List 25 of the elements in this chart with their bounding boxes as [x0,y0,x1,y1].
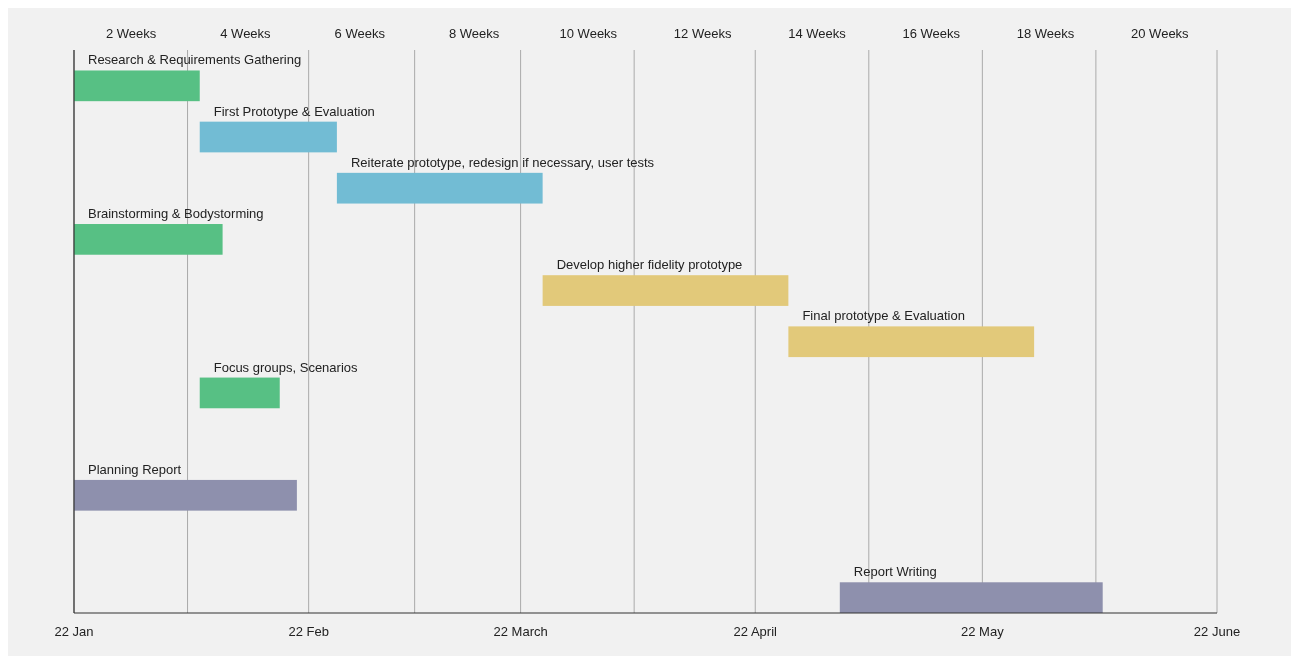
x-tick-label: 22 May [961,624,1005,639]
x2-tick-label: 18 Weeks [1016,26,1075,41]
x2-tick-label: 2 Weeks [105,26,157,41]
x-tick-label: 22 March [493,624,548,639]
y-tick-label: Reiterate prototype, redesign if necessary, user tests [350,154,655,170]
y-tick-label: Focus groups, Scenarios [213,359,359,375]
x2-tick-label: 4 Weeks [220,26,272,41]
x-tick-label: 22 June [1193,624,1241,639]
y-tick-label: Research & Requirements Gathering [88,52,302,68]
x2-tick-label: 16 Weeks [902,26,961,41]
x-tick-label: 22 Jan [54,624,94,639]
x2-tick-label: 10 Weeks [559,26,618,41]
x2-tick-label: 8 Weeks [448,26,500,41]
y-tick-label: Develop higher fidelity prototype [556,257,743,273]
x2-tick-label: 12 Weeks [673,26,732,41]
y-tick-label: Final prototype & Evaluation [802,308,965,324]
x2-tick-label: 14 Weeks [788,26,847,41]
x2-tick-label: 6 Weeks [334,26,386,41]
y-tick-label: Brainstorming & Bodystorming [88,206,264,222]
y-tick-label: First Prototype & Evaluation [213,103,375,119]
x-tick-label: 22 April [733,624,778,639]
x-tick-label: 22 Feb [288,624,329,639]
y-tick-label: Planning Report [88,461,182,477]
y-tick-label: Report Writing [853,564,937,580]
x2-tick-label: 20 Weeks [1131,26,1190,41]
